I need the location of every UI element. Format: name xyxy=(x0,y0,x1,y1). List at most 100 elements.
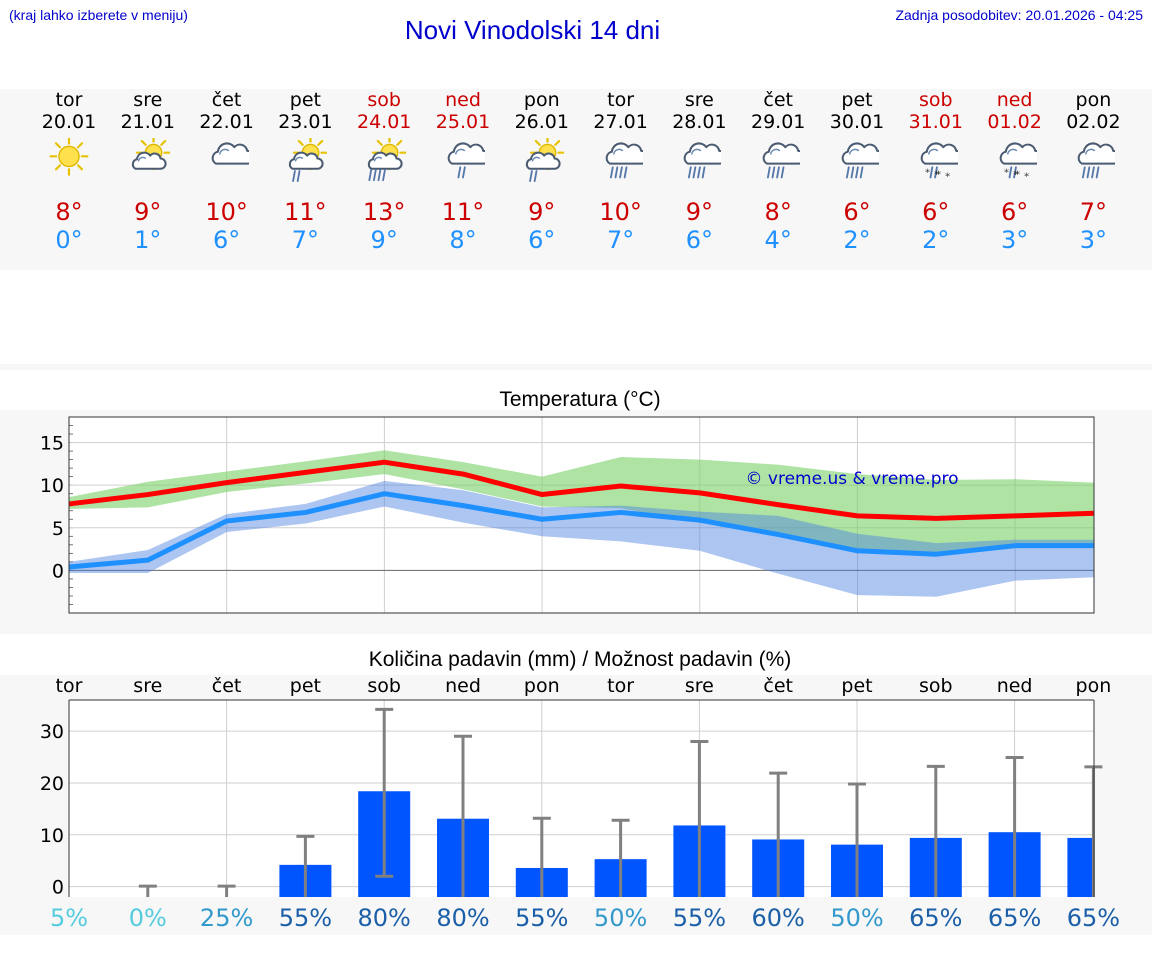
precip-tick-label: 0 xyxy=(52,877,64,899)
max-temp: 6° xyxy=(922,198,950,226)
precip-day-label: sob xyxy=(919,675,953,697)
precip-day-label: pet xyxy=(841,675,873,697)
cloud-sleet-icon: * ** * xyxy=(999,142,1037,182)
min-temp: 7° xyxy=(291,226,320,254)
day-date: 24.01 xyxy=(356,111,412,133)
max-temp: 13° xyxy=(362,198,406,226)
day-name: pon xyxy=(523,89,560,111)
max-temp: 6° xyxy=(1000,198,1029,226)
min-temp: 2° xyxy=(843,226,871,254)
precip-bar xyxy=(1067,837,1094,897)
location-menu-hint: (kraj lahko izberete v meniju) xyxy=(9,7,188,23)
day-name: pet xyxy=(841,89,873,111)
temperature-chart: 0 5 10 15 © vreme.us & vreme.pro xyxy=(40,416,1095,614)
day-name: sre xyxy=(684,89,714,111)
min-temp: 0° xyxy=(55,226,83,254)
temp-tick-label: 0 xyxy=(52,560,64,582)
temp-tick-label: 5 xyxy=(52,518,64,540)
min-temp: 3° xyxy=(1079,226,1108,254)
day-name: tor xyxy=(55,89,83,111)
svg-text:*: * xyxy=(1015,169,1020,180)
min-temp: 3° xyxy=(1000,226,1029,254)
max-temp: 7° xyxy=(1079,198,1108,226)
precip-probability: 65% xyxy=(987,904,1042,932)
sun-cloud-icon xyxy=(131,138,170,171)
last-update: Zadnja posodobitev: 20.01.2026 - 04:25 xyxy=(895,7,1143,23)
precip-probability: 65% xyxy=(909,904,963,932)
day-date: 30.01 xyxy=(829,111,885,133)
precip-day-label: tor xyxy=(607,675,635,697)
precip-probability: 80% xyxy=(436,904,490,932)
day-name: sob xyxy=(367,89,401,111)
cloud-heavy-rain-icon xyxy=(762,142,801,179)
day-date: 21.01 xyxy=(120,111,175,133)
max-temp: 8° xyxy=(764,198,792,226)
min-temp: 8° xyxy=(449,226,477,254)
cloud-icon xyxy=(211,142,249,165)
svg-text:*: * xyxy=(1013,169,1018,180)
sun-cloud-rain-icon xyxy=(289,138,328,182)
day-name: pon xyxy=(1075,89,1112,111)
min-temp: 7° xyxy=(606,226,635,254)
precip-probability: 25% xyxy=(199,904,254,932)
spacer-band xyxy=(0,364,1152,370)
forecast-band xyxy=(0,89,1152,270)
day-date: 25.01 xyxy=(435,111,491,133)
precip-probability: 55% xyxy=(515,904,569,932)
svg-text:*: * xyxy=(945,171,950,182)
day-date: 23.01 xyxy=(278,111,333,133)
sun-cloud-heavy-rain-icon xyxy=(368,138,407,182)
max-temp: 11° xyxy=(284,198,327,226)
temperature-chart-title: Temperatura (°C) xyxy=(499,388,661,411)
cloud-rain-icon xyxy=(447,142,485,179)
precip-probability: 55% xyxy=(672,904,727,932)
precipitation-chart: 0 10 20 30 xyxy=(40,699,1103,899)
precip-day-label: pon xyxy=(523,675,560,697)
precip-tick-label: 10 xyxy=(40,825,64,847)
svg-text:*: * xyxy=(934,169,939,180)
max-temp: 10° xyxy=(599,198,642,226)
precip-probability: 65% xyxy=(1066,904,1121,932)
max-temp: 9° xyxy=(134,198,162,226)
day-date: 28.01 xyxy=(672,111,727,133)
min-temp: 6° xyxy=(212,226,241,254)
min-temp: 9° xyxy=(370,226,398,254)
precip-day-label: ned xyxy=(445,675,481,697)
min-temp: 4° xyxy=(764,226,792,254)
day-name: pet xyxy=(289,89,321,111)
page-title: Novi Vinodolski 14 dni xyxy=(404,15,661,45)
day-name: sob xyxy=(919,89,953,111)
precip-tick-label: 20 xyxy=(40,773,64,795)
day-date: 29.01 xyxy=(750,111,806,133)
precip-day-label: pet xyxy=(289,675,321,697)
temp-band-max xyxy=(69,450,1094,556)
precip-probability: 55% xyxy=(278,904,333,932)
svg-text:*: * xyxy=(1024,171,1029,182)
precip-probability: 50% xyxy=(593,904,648,932)
temp-line-min xyxy=(68,491,1094,570)
svg-text:*: * xyxy=(925,168,930,179)
cloud-heavy-rain-icon xyxy=(1078,142,1116,179)
precip-day-label: sre xyxy=(133,675,163,697)
cloud-sleet-icon: * ** * xyxy=(920,142,958,182)
max-temp: 9° xyxy=(528,198,556,226)
day-name: čet xyxy=(211,89,242,111)
precip-day-label: čet xyxy=(763,675,793,697)
precip-day-label: pon xyxy=(1075,675,1112,697)
min-temp: 6° xyxy=(685,226,714,254)
precip-day-label: sob xyxy=(367,675,401,697)
svg-text:*: * xyxy=(936,169,941,180)
max-temp: 8° xyxy=(55,198,83,226)
day-date: 31.01 xyxy=(908,111,963,133)
day-name: ned xyxy=(445,89,481,111)
precip-day-label: čet xyxy=(211,675,242,697)
precip-day-label: ned xyxy=(996,675,1033,697)
cloud-heavy-rain-icon xyxy=(841,142,879,179)
temp-line-max xyxy=(68,459,1095,521)
precip-probability: 50% xyxy=(830,904,884,932)
day-name: ned xyxy=(996,89,1033,111)
temp-tick-label: 10 xyxy=(40,475,64,497)
precip-tick-label: 30 xyxy=(40,721,64,743)
precip-probability: 5% xyxy=(49,904,89,932)
